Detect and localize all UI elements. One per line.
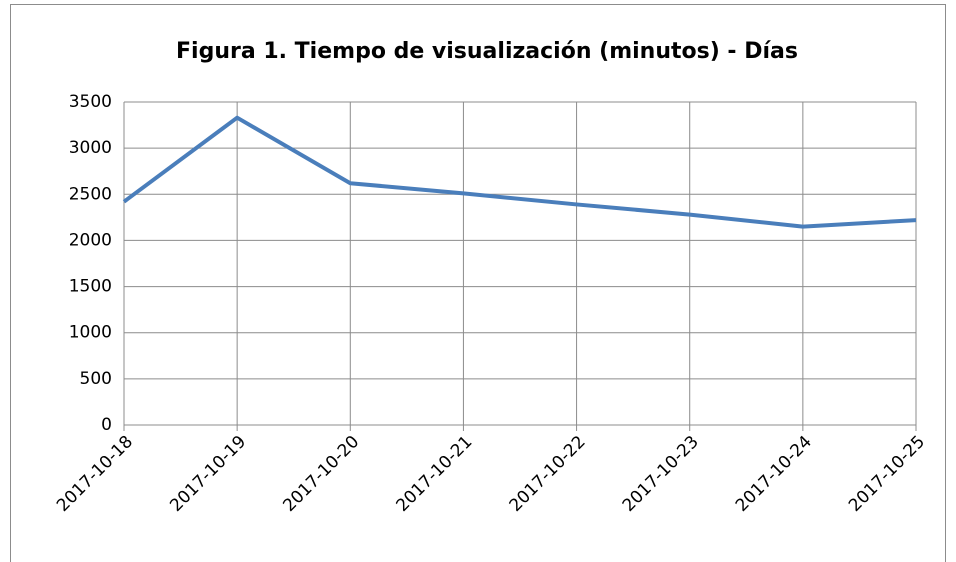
y-tick-label: 1500 (69, 277, 112, 297)
chart-title: Figura 1. Tiempo de visualización (minut… (176, 39, 798, 64)
y-tick-label: 500 (80, 369, 112, 389)
y-tick-label: 3000 (69, 138, 112, 158)
y-tick-label: 2500 (69, 184, 112, 204)
y-tick-label: 1000 (69, 323, 112, 343)
line-series (122, 115, 917, 229)
y-tick-label: 0 (101, 415, 112, 435)
y-tick-label: 3500 (69, 92, 112, 112)
chart-frame (10, 4, 946, 562)
y-tick-label: 2000 (69, 230, 112, 250)
